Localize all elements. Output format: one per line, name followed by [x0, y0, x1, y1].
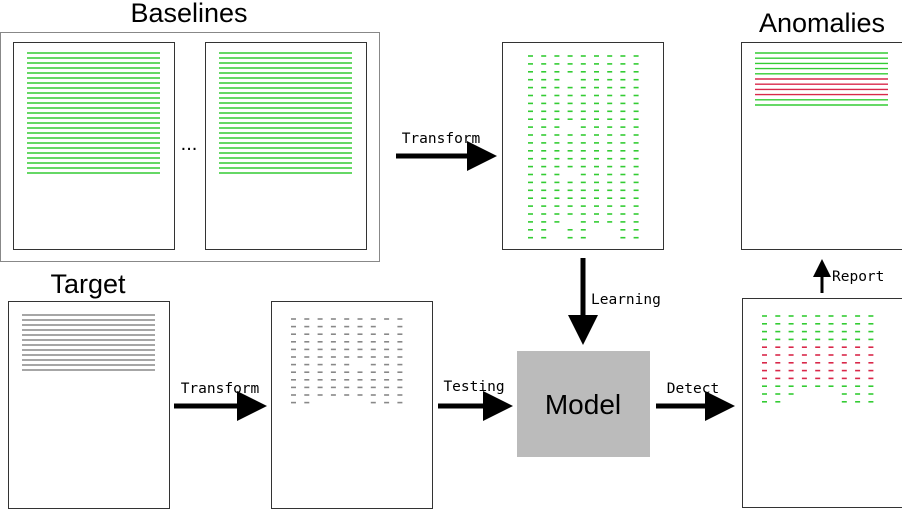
learning-label: Learning: [591, 292, 661, 308]
target-title: Target: [50, 269, 126, 299]
model-box: [517, 351, 650, 457]
ellipsis: ...: [181, 133, 198, 155]
target-document: [8, 301, 170, 509]
anomalies-title: Anomalies: [759, 8, 885, 38]
transform-bottom-label: Transform: [181, 381, 260, 397]
anomalies-document-lines: [755, 52, 888, 106]
anomalies-document: [741, 42, 902, 250]
target-document-lines: [22, 314, 155, 371]
baseline-document-2-lines: [219, 52, 352, 174]
transformed-baseline-document: [502, 42, 664, 250]
testing-label: Testing: [443, 379, 504, 395]
model-label: Model: [545, 389, 621, 420]
baselines-title: Baselines: [130, 0, 247, 28]
transformed-target-document: [271, 301, 433, 509]
transformed-target-dashes: [291, 318, 403, 404]
transform-top-label: Transform: [402, 131, 481, 147]
detected-document: [742, 298, 902, 508]
transformed-baseline-dashes: [528, 55, 639, 239]
detected-document-dashes: [762, 315, 874, 403]
baseline-document-1-lines: [27, 52, 160, 174]
detect-label: Detect: [667, 381, 719, 397]
report-label: Report: [832, 269, 884, 285]
baseline-document-1: [13, 42, 175, 250]
baseline-document-2: [205, 42, 367, 250]
